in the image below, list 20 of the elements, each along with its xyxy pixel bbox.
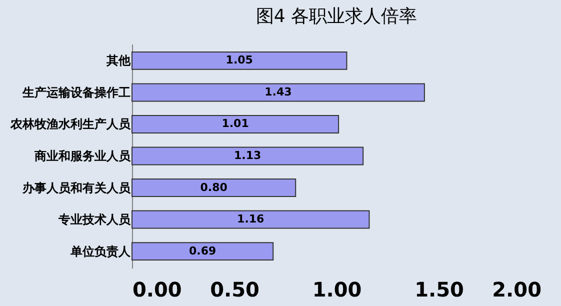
data-label: 1.01 <box>222 117 249 130</box>
chart-title: 图4 各职业求人倍率 <box>256 6 418 27</box>
data-label: 1.43 <box>264 85 292 98</box>
y-tick-label: 单位负责人 <box>70 244 132 258</box>
y-tick-label: 专业技术人员 <box>58 212 132 227</box>
x-tick-label: 2.00 <box>492 278 542 302</box>
data-label: 1.13 <box>234 149 262 162</box>
x-tick-label: 1.50 <box>414 278 464 302</box>
y-tick-label: 商业和服务业人员 <box>34 149 132 163</box>
y-tick-label: 农林牧渔水利生产人员 <box>10 117 132 132</box>
data-label: 0.69 <box>188 244 216 258</box>
x-tick-label: 0.50 <box>210 278 260 302</box>
y-tick-label: 其他 <box>106 54 132 68</box>
x-tick-label: 0.00 <box>132 278 182 302</box>
y-tick-label: 生产运输设备操作工 <box>22 85 130 100</box>
y-tick-label: 办事人员和有关人员 <box>22 180 132 195</box>
data-label: 1.16 <box>237 212 265 226</box>
data-label: 0.80 <box>200 180 228 194</box>
x-tick-label: 1.00 <box>312 278 362 302</box>
data-label: 1.05 <box>226 54 253 67</box>
